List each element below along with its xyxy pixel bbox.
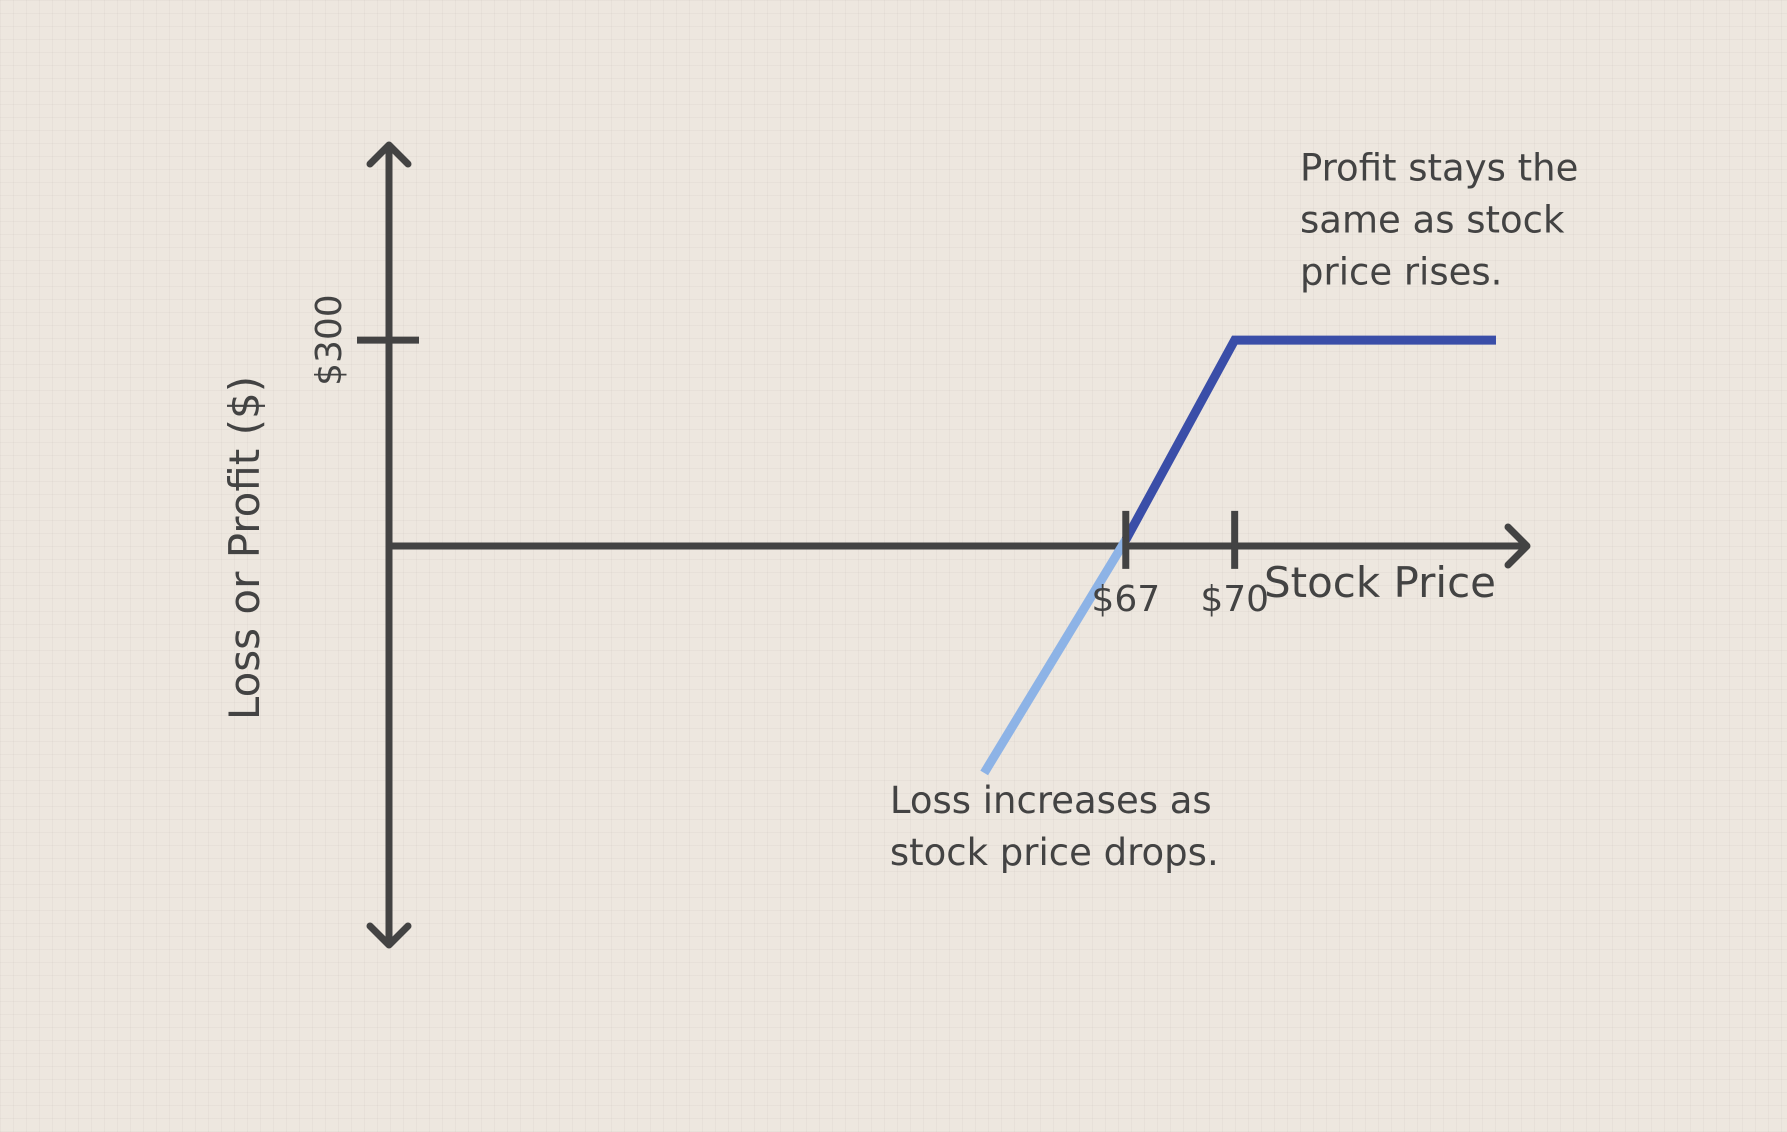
annotation-1: Profit stays the same as stock price rises… (1300, 146, 1578, 293)
annotation-1-line-2: same as stock (1300, 198, 1565, 241)
series-line-2 (1121, 335, 1496, 542)
tick-layer: $67 $70 $300 (309, 294, 1269, 620)
y-axis-arrow-down (366, 922, 412, 949)
annotation-1-line-1: Profit stays the (1300, 146, 1578, 189)
y-axis-title: Loss or Profit ($) (220, 376, 269, 720)
annotation-2-line-2: stock price drops. (890, 831, 1219, 874)
x-axis-arrow-right (1504, 523, 1531, 569)
annotation-2-line-1: Loss increases as (890, 779, 1212, 822)
x-tick-label-2: $70 (1200, 579, 1269, 620)
axes (366, 141, 1531, 949)
series-layer (980, 335, 1496, 776)
x-tick-label-1: $67 (1091, 579, 1160, 620)
annotation-layer: Profit stays the same as stock price rises… (890, 146, 1579, 874)
annotation-2: Loss increases as stock price drops. (890, 779, 1219, 874)
y-tick-label-1: $300 (309, 294, 350, 386)
annotation-1-line-3: price rises. (1300, 250, 1502, 293)
x-axis-title: Stock Price (1264, 558, 1496, 607)
series-line-1 (980, 537, 1130, 776)
y-axis-arrow-up (366, 141, 412, 168)
